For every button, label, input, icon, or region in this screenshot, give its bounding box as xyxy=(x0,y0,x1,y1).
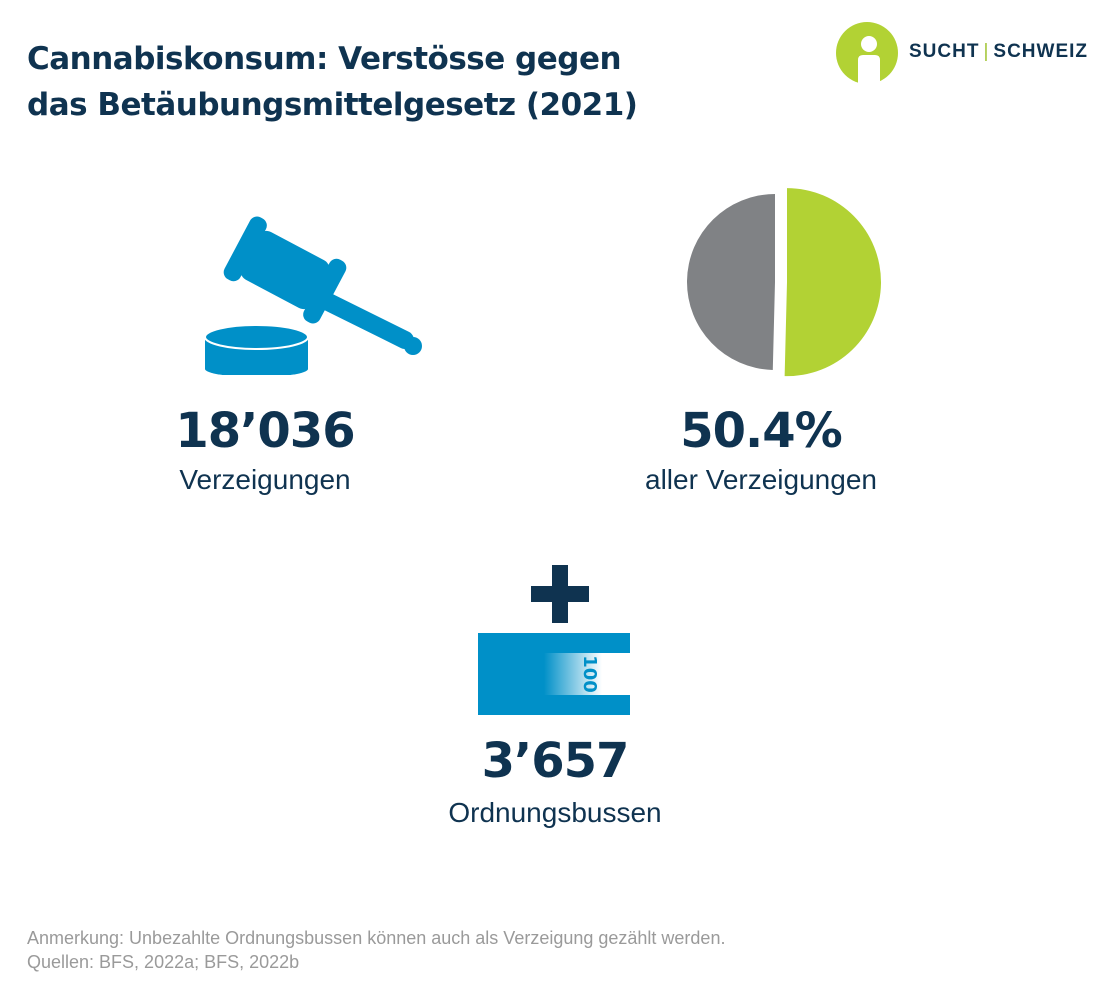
logo-left-text: SUCHT xyxy=(909,41,980,62)
title-line-2: das Betäubungsmittelgesetz (2021) xyxy=(27,87,638,123)
share-label: aller Verzeigungen xyxy=(645,464,877,495)
pie-chart xyxy=(686,188,881,377)
plus-icon xyxy=(531,565,589,623)
title-line-1: Cannabiskonsum: Verstösse gegen xyxy=(27,41,622,77)
reports-label: Verzeigungen xyxy=(179,464,351,495)
banknote-value: 100 xyxy=(579,655,600,693)
pie-slice-2 xyxy=(686,194,775,370)
sources: Quellen: BFS, 2022a; BFS, 2022b xyxy=(27,952,300,972)
footnote: Anmerkung: Unbezahlte Ordnungsbussen kön… xyxy=(27,928,726,948)
fines-label: Ordnungsbussen xyxy=(448,797,662,828)
person-circle-logo-icon xyxy=(836,22,898,84)
fines-value: 3’657 xyxy=(481,733,630,789)
gavel-icon xyxy=(204,216,422,375)
logo-right-text: SCHWEIZ xyxy=(993,41,1088,62)
reports-value: 18’036 xyxy=(175,403,355,459)
banknote-icon: 100 xyxy=(478,633,630,715)
sucht-schweiz-logo: SUCHT | SCHWEIZ xyxy=(836,22,1088,84)
share-value: 50.4% xyxy=(680,403,843,459)
pie-slice-1 xyxy=(784,188,881,377)
logo-text: SUCHT | SCHWEIZ xyxy=(909,41,1088,63)
logo-separator: | xyxy=(983,41,990,62)
page-title: Cannabiskonsum: Verstösse gegen das Betä… xyxy=(27,36,638,128)
